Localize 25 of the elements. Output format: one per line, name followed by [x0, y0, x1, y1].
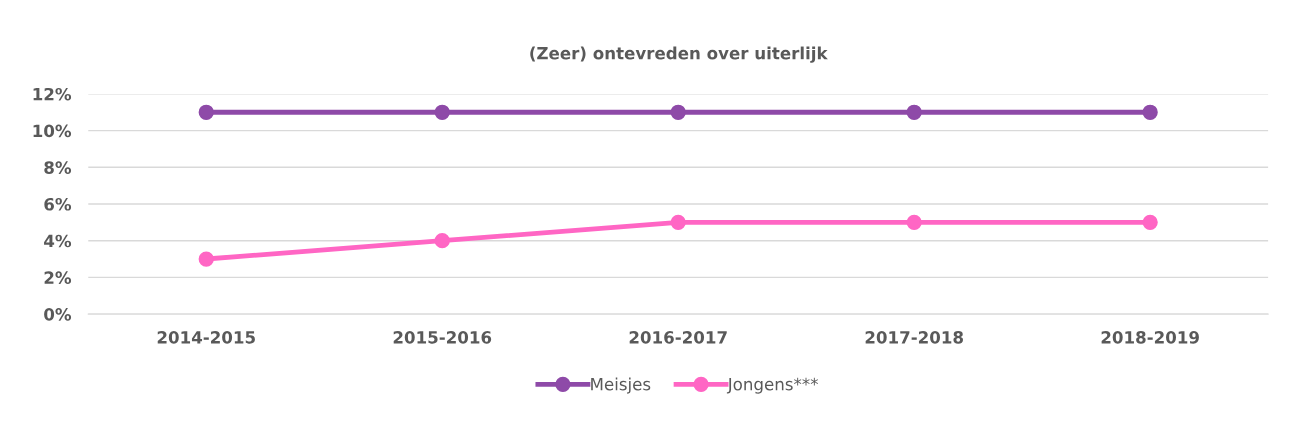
point: [1142, 214, 1158, 230]
point: [1142, 104, 1158, 120]
y-tick-label: 8%: [44, 161, 72, 174]
point: [670, 104, 686, 120]
x-tick-label: 2014-2015: [157, 331, 255, 344]
y-tick-label: 4%: [44, 234, 72, 248]
y-tick-label: 0%: [44, 308, 72, 321]
y-tick-label: 6%: [44, 197, 72, 211]
point: [906, 104, 922, 120]
point: [198, 251, 214, 267]
x-tick-label: 2016-2017: [629, 331, 727, 344]
point: [434, 233, 450, 249]
x-tick-label: 2017-2018: [865, 331, 963, 344]
x-tick-label: 2015-2016: [393, 331, 492, 344]
y-tick-label: 10%: [33, 124, 72, 138]
point: [670, 214, 686, 230]
point: [906, 214, 922, 230]
point: [198, 104, 214, 120]
y-tick-label: 2%: [44, 271, 72, 284]
x-tick-label: 2018-2019: [1101, 331, 1199, 344]
y-tick-label: 12%: [33, 87, 72, 101]
legend-label: Meisjes: [591, 377, 651, 394]
chart-title: (Zeer) ontevreden over uiterlijk: [530, 46, 828, 63]
legend-label: Jongens***: [726, 377, 819, 394]
point: [434, 104, 450, 120]
